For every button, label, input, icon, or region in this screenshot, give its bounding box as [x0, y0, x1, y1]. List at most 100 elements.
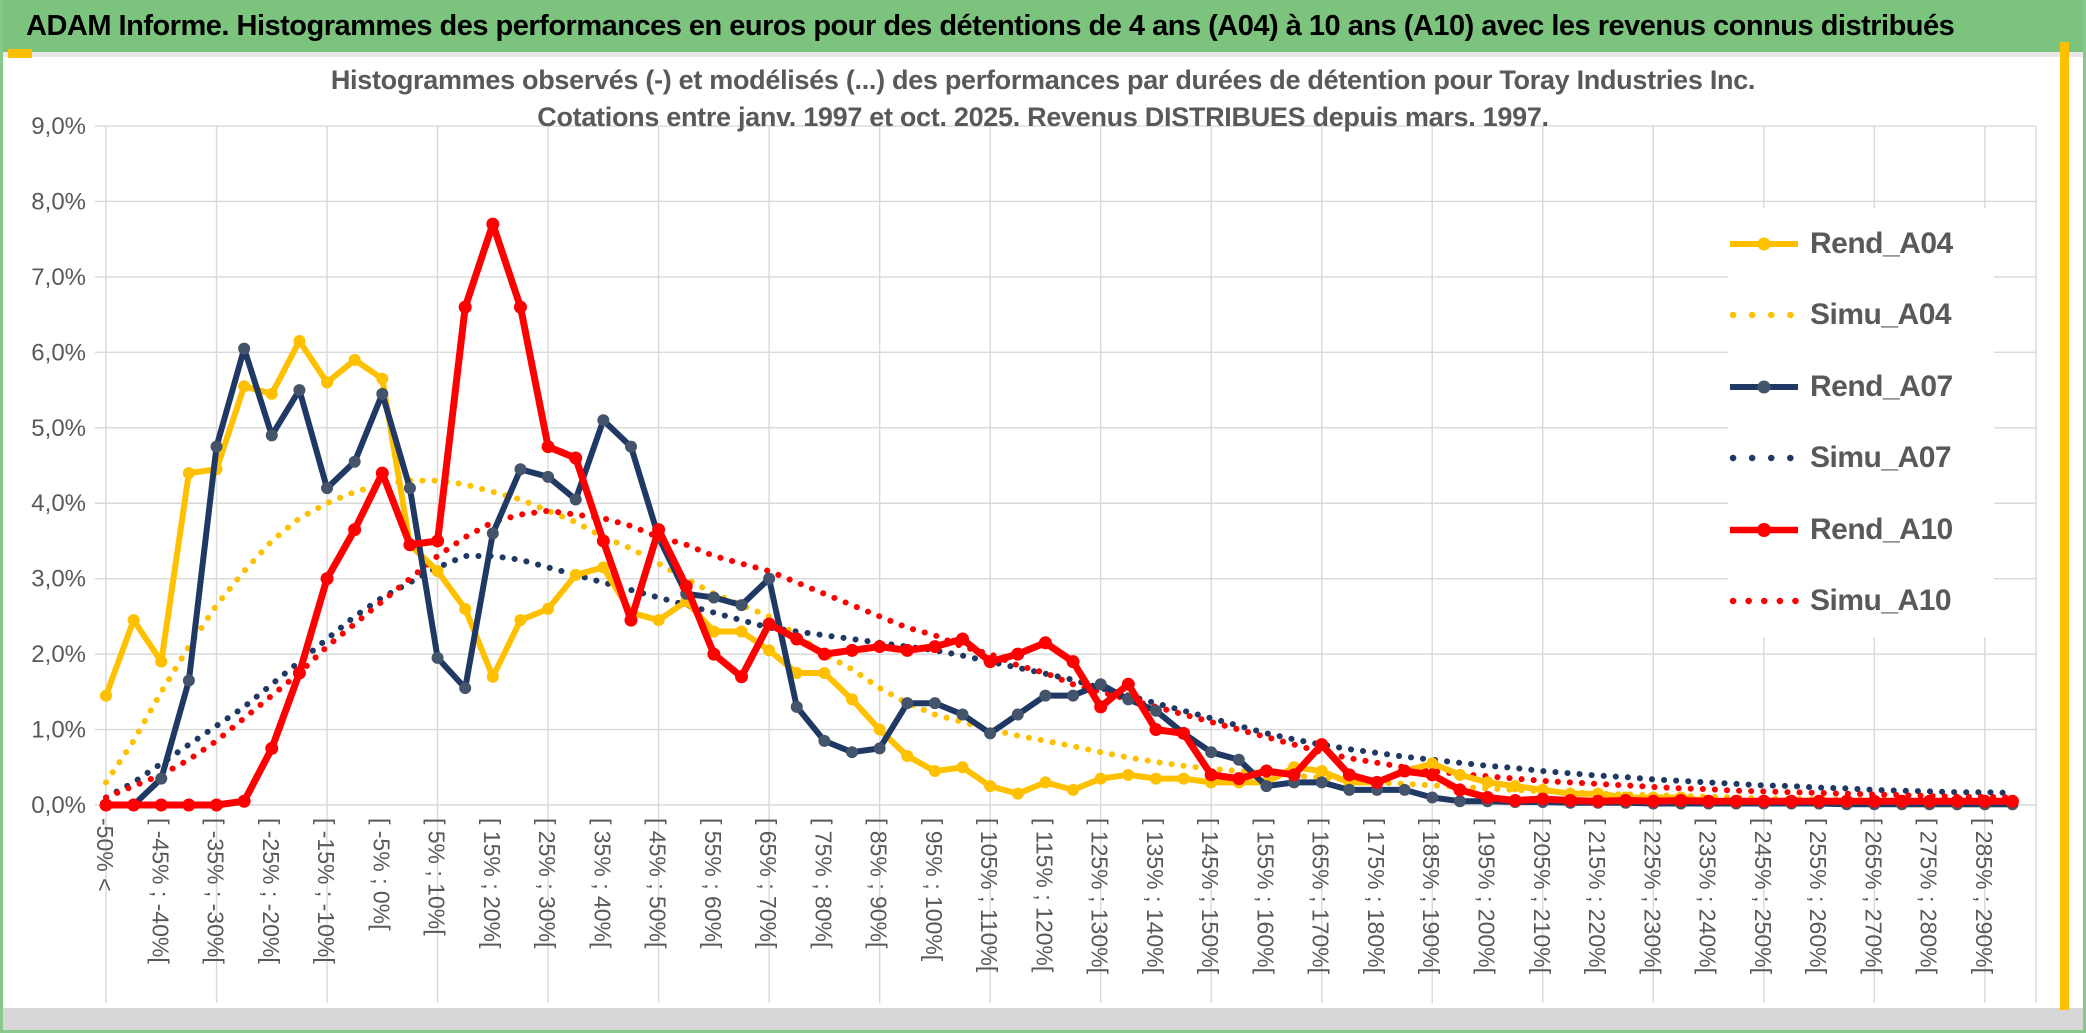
- legend-label: Simu_A07: [1810, 441, 1952, 475]
- x-tick-label: [ 185% ; 190%[: [1418, 818, 1444, 975]
- data-point-marker: [707, 591, 720, 604]
- data-point-marker: [1867, 794, 1881, 808]
- x-tick-label: [ 115% ; 120%[: [1031, 818, 1057, 973]
- data-point-marker: [984, 727, 997, 740]
- data-point-marker: [1121, 677, 1135, 691]
- data-point-marker: [928, 640, 942, 654]
- gold-accent-strip: [2060, 42, 2069, 1010]
- data-point-marker: [1204, 768, 1218, 782]
- series-Simu_A10: [103, 507, 2016, 801]
- data-point-marker: [1094, 700, 1108, 714]
- data-point-marker: [956, 708, 969, 721]
- data-point-marker: [846, 693, 859, 706]
- data-point-marker: [596, 534, 610, 548]
- x-tick-label: [ 275% ; 280%[: [1916, 818, 1942, 975]
- data-point-marker: [1784, 794, 1798, 808]
- data-point-marker: [321, 376, 334, 389]
- x-tick-label: [ 45% ; 50%[: [645, 818, 671, 949]
- data-point-marker: [1067, 783, 1080, 796]
- data-point-marker: [1646, 794, 1660, 808]
- data-point-marker: [928, 697, 941, 710]
- x-tick-label: [ 15% ; 20%[: [479, 818, 505, 949]
- x-tick-label: [ 25% ; 30%[: [534, 818, 560, 949]
- data-point-marker: [734, 670, 748, 684]
- data-point-marker: [707, 647, 721, 661]
- data-point-marker: [569, 568, 582, 581]
- legend-label: Simu_A04: [1810, 298, 1952, 332]
- data-point-marker: [459, 682, 472, 695]
- solid-red-line-icon: [1730, 522, 1798, 537]
- data-point-marker: [1287, 768, 1301, 782]
- x-tick-label: [ 195% ; 200%[: [1474, 818, 1500, 975]
- data-point-marker: [1674, 793, 1688, 807]
- data-point-marker: [790, 632, 804, 646]
- data-point-marker: [1259, 764, 1273, 778]
- legend-item-simu-a07: Simu_A07: [1728, 423, 1994, 495]
- x-tick-label: [ -25% ; -20%[: [258, 818, 284, 964]
- data-point-marker: [127, 798, 141, 812]
- data-point-marker: [1508, 793, 1522, 807]
- data-point-marker: [679, 579, 693, 593]
- data-point-marker: [1591, 794, 1605, 808]
- data-point-marker: [238, 380, 251, 393]
- header-underline: [0, 52, 2086, 57]
- data-point-marker: [210, 440, 223, 453]
- data-point-marker: [1342, 768, 1356, 782]
- legend-item-simu-a04: Simu_A04: [1728, 280, 1994, 352]
- data-point-marker: [375, 466, 389, 480]
- data-point-marker: [1122, 693, 1135, 706]
- x-tick-label: [ 215% ; 220%[: [1584, 818, 1610, 975]
- legend-item-rend-a07: Rend_A07: [1728, 351, 1994, 423]
- data-point-marker: [1260, 780, 1273, 793]
- data-point-marker: [265, 387, 278, 400]
- data-point-marker: [569, 493, 582, 506]
- data-point-marker: [900, 643, 914, 657]
- data-point-marker: [1205, 746, 1218, 759]
- data-point-marker: [652, 523, 666, 537]
- solid-gold-line-icon: [1730, 237, 1798, 251]
- data-point-marker: [486, 670, 499, 683]
- data-point-marker: [873, 723, 886, 736]
- data-point-marker: [1840, 794, 1854, 808]
- data-point-marker: [1370, 775, 1384, 789]
- x-tick-label: [ 145% ; 150%[: [1197, 818, 1223, 975]
- y-tick-label: 9,0%: [31, 113, 86, 140]
- chart-title-line2: Cotations entre janv. 1997 et oct. 2025.…: [537, 102, 1549, 132]
- data-point-marker: [1509, 780, 1522, 793]
- data-point-marker: [956, 761, 969, 774]
- data-point-marker: [1453, 795, 1466, 808]
- chart-title-line1: Histogrammes observés (-) et modélisés (…: [330, 65, 1756, 95]
- data-point-marker: [182, 798, 196, 812]
- data-point-marker: [1232, 753, 1245, 766]
- y-axis-labels: 9,0% 8,0% 7,0% 6,0% 5,0% 4,0% 3,0% 2,0% 1,0% 0,0%: [31, 113, 86, 819]
- chart-title: Histogrammes observés (-) et modélisés (…: [0, 62, 2086, 136]
- data-point-marker: [1950, 794, 1964, 808]
- gridlines: [95, 125, 2037, 1003]
- data-point-marker: [624, 613, 638, 627]
- data-point-marker: [652, 614, 665, 627]
- data-point-marker: [1702, 794, 1716, 808]
- data-point-marker: [1011, 647, 1025, 661]
- data-point-marker: [99, 798, 113, 812]
- data-point-marker: [1039, 776, 1052, 789]
- data-point-marker: [1425, 768, 1439, 782]
- data-point-marker: [1315, 776, 1328, 789]
- data-point-marker: [265, 741, 279, 755]
- x-tick-label: [ 235% ; 240%[: [1695, 818, 1721, 975]
- x-tick-label: -50% <: [92, 818, 118, 892]
- data-point-marker: [431, 565, 444, 578]
- y-tick-label: 1,0%: [31, 717, 86, 744]
- data-point-marker: [846, 746, 859, 759]
- data-point-marker: [956, 632, 970, 646]
- bottom-gray-band: [0, 1008, 2086, 1030]
- x-tick-label: [ 135% ; 140%[: [1142, 818, 1168, 975]
- data-point-marker: [1067, 689, 1080, 702]
- data-point-marker: [431, 651, 444, 664]
- data-point-marker: [1978, 794, 1992, 808]
- data-point-marker: [735, 599, 748, 612]
- legend-label: Rend_A10: [1810, 512, 1953, 546]
- data-point-marker: [1094, 678, 1107, 691]
- x-tick-label: [ 95% ; 100%[: [921, 818, 947, 962]
- data-point-marker: [1149, 723, 1163, 737]
